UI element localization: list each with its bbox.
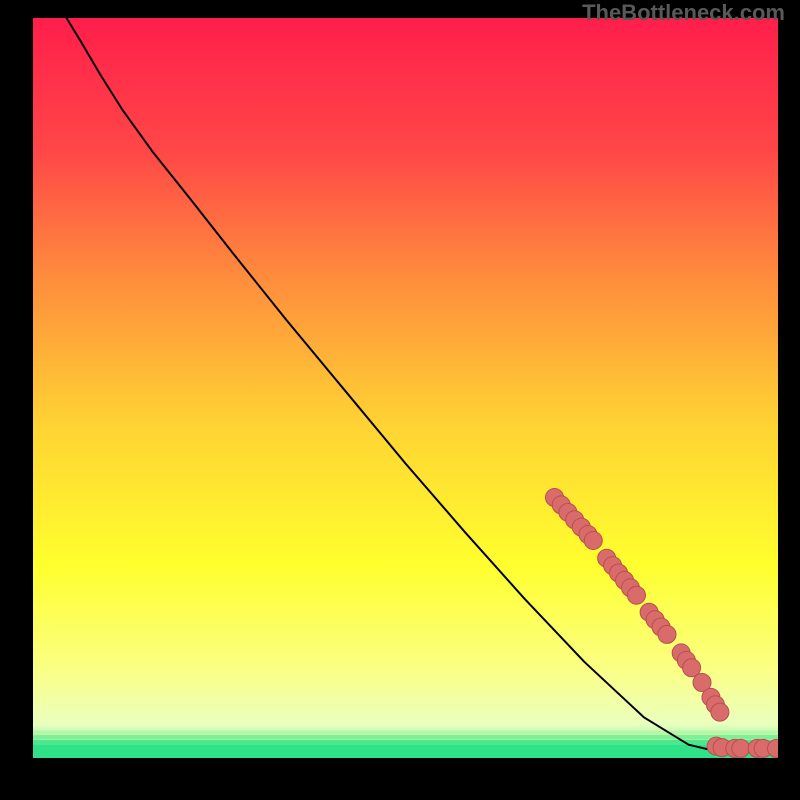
data-marker — [732, 739, 750, 757]
chart-svg — [33, 18, 778, 758]
data-marker — [584, 531, 602, 549]
data-marker — [627, 586, 645, 604]
data-marker — [658, 625, 676, 643]
chart-plot-area — [33, 18, 778, 758]
data-marker — [711, 703, 729, 721]
watermark-text: TheBottleneck.com — [582, 0, 785, 26]
